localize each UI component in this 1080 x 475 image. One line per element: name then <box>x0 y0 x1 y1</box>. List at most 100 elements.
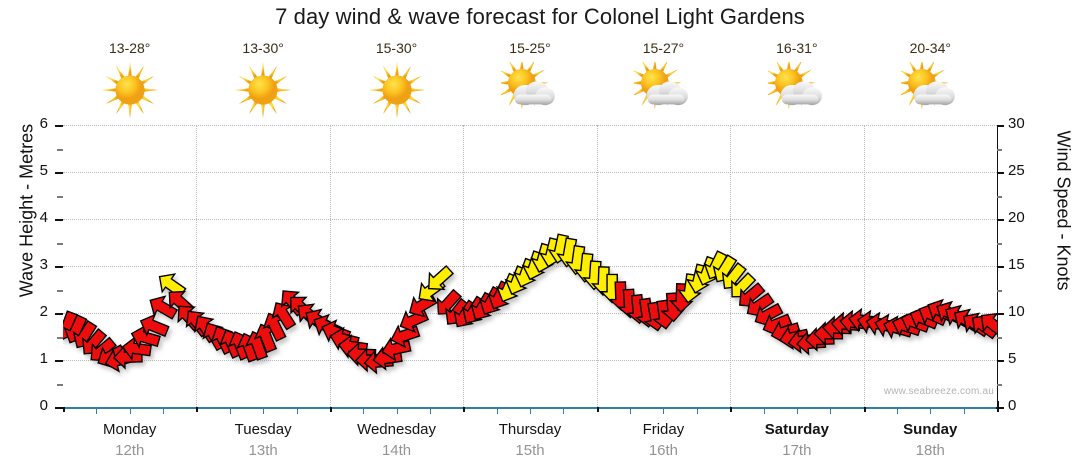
x-tick <box>396 407 398 414</box>
y-tick-right <box>996 266 1004 268</box>
gridline-h <box>63 219 997 220</box>
day-name: Wednesday <box>357 421 437 438</box>
y-tick-label-right: 20 <box>1008 209 1025 226</box>
day-name: Saturday <box>764 421 829 438</box>
page-title: 7 day wind & wave forecast for Colonel L… <box>275 4 805 29</box>
day-label-saturday: Saturday 17th <box>730 420 863 461</box>
gridline-h <box>63 125 997 126</box>
x-tick <box>530 407 531 414</box>
y-tick-label-left: 2 <box>39 303 48 320</box>
x-tick <box>496 407 498 414</box>
x-tick-day <box>997 401 999 412</box>
y-tick-label-left: 5 <box>39 162 48 179</box>
y-tick-right <box>996 407 1004 409</box>
day-header-wednesday: 15-30° <box>330 38 463 126</box>
day-header-monday: 13-28° <box>63 38 196 126</box>
temperature-range: 13-30° <box>242 40 284 56</box>
day-label-wednesday: Wednesday 14th <box>330 420 463 461</box>
partly-cloudy-icon <box>864 62 997 120</box>
y-tick-left <box>55 266 63 268</box>
y-tick-left <box>57 289 63 292</box>
y-tick-left <box>57 336 63 339</box>
day-name: Tuesday <box>234 421 292 438</box>
y-tick-left <box>55 172 63 174</box>
x-tick <box>663 407 665 414</box>
x-tick <box>930 407 932 414</box>
x-tick <box>896 407 898 414</box>
sunny-icon <box>330 62 463 120</box>
y-tick-label-right: 10 <box>1008 303 1025 320</box>
y-tick-right <box>996 242 1002 245</box>
day-separator <box>863 125 865 407</box>
y-tick-right <box>996 383 1002 386</box>
y-tick-right <box>996 148 1002 151</box>
sunny-icon <box>63 62 196 120</box>
y-tick-right <box>996 336 1002 339</box>
x-tick <box>630 407 632 414</box>
day-separator <box>196 125 198 407</box>
temperature-range: 15-30° <box>375 40 418 56</box>
y-tick-label-left: 3 <box>39 256 48 273</box>
x-tick <box>563 407 565 414</box>
wind-arrow <box>149 295 179 320</box>
y-tick-label-left: 0 <box>39 397 48 414</box>
day-date: 14th <box>381 442 412 459</box>
day-headers: 13-28° 13-30° 15-30° 15-25° <box>63 38 997 126</box>
gridline-h <box>63 172 997 173</box>
day-footer-labels: Monday 12th Tuesday 13th Wednesday 14th Thursd… <box>63 420 997 470</box>
y-tick-label-right: 25 <box>1008 162 1025 179</box>
x-tick <box>129 407 131 414</box>
y-tick-right <box>996 219 1004 221</box>
temperature-range: 20-34° <box>909 40 951 56</box>
day-name: Monday <box>103 421 157 438</box>
x-tick <box>796 407 798 414</box>
y-tick-right <box>996 172 1004 174</box>
day-separator <box>329 125 331 407</box>
x-tick <box>363 407 365 414</box>
day-label-sunday: Sunday 18th <box>864 420 997 461</box>
gridline-h <box>63 313 997 314</box>
day-label-thursday: Thursday 15th <box>463 420 596 461</box>
y-tick-left <box>55 313 63 315</box>
y-tick-label-left: 4 <box>39 209 48 226</box>
day-date: 18th <box>915 442 945 459</box>
gridline-h <box>63 360 997 361</box>
day-name: Friday <box>642 421 685 438</box>
day-date: 15th <box>515 442 545 459</box>
y-tick-right <box>996 125 1004 127</box>
y-tick-left <box>55 125 63 127</box>
plot-area <box>63 125 997 407</box>
y-tick-left <box>55 219 63 221</box>
watermark: www.seabreeze.com.au <box>883 386 994 397</box>
y-tick-right <box>996 313 1004 315</box>
day-date: 12th <box>115 442 145 459</box>
y-tick-label-right: 15 <box>1008 256 1025 273</box>
temperature-range: 15-25° <box>509 40 551 56</box>
y-tick-left <box>57 242 63 245</box>
y-tick-right <box>996 360 1004 362</box>
y-tick-left <box>55 360 63 362</box>
day-header-saturday: 16-31° <box>730 38 863 126</box>
day-date: 17th <box>782 442 812 459</box>
wind-arrow <box>427 264 455 291</box>
day-label-monday: Monday 12th <box>63 420 196 461</box>
y-tick-right <box>996 289 1002 292</box>
x-tick <box>830 407 832 414</box>
y-tick-label-right: 0 <box>1008 397 1017 414</box>
y-tick-left <box>55 407 63 409</box>
day-header-sunday: 20-34° <box>864 38 997 126</box>
partly-cloudy-icon <box>597 62 730 120</box>
wind-arrow <box>980 312 997 338</box>
day-separator <box>463 125 465 407</box>
x-tick <box>263 407 265 414</box>
x-tick <box>429 407 431 414</box>
wind-arrow-series <box>63 233 997 375</box>
y-tick-label-left: 6 <box>39 115 48 132</box>
x-tick <box>96 407 98 414</box>
y-tick-label-right: 5 <box>1008 350 1017 367</box>
partly-cloudy-icon <box>730 62 863 120</box>
day-date: 13th <box>248 442 278 459</box>
y-tick-right <box>996 195 1002 198</box>
sunny-icon <box>196 62 329 120</box>
